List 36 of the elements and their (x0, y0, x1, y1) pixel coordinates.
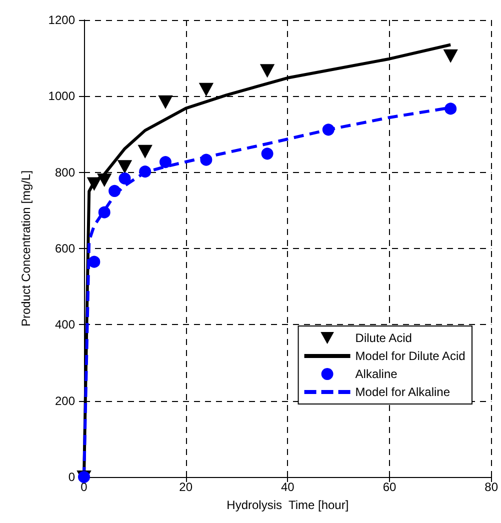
point (444, 102, 457, 115)
x-tick-label: 0 (80, 480, 88, 494)
legend-label: Model for Dilute Acid (355, 349, 466, 363)
point (261, 148, 274, 160)
y-tick-label: 0 (68, 470, 76, 484)
y-tick-label: 1200 (48, 13, 76, 27)
point (444, 49, 458, 62)
point (108, 184, 121, 197)
legend-label: Alkaline (355, 367, 398, 381)
legend-label: Model for Alkaline (355, 385, 450, 399)
point (322, 124, 334, 136)
y-tick-label: 800 (54, 165, 76, 180)
point (88, 256, 100, 268)
point (97, 173, 112, 186)
point (200, 154, 212, 166)
y-axis-title: Product Concentration [mg/L] (19, 170, 33, 327)
x-tick-label: 40 (280, 480, 295, 494)
point (87, 177, 102, 190)
point (139, 166, 152, 178)
point (118, 172, 131, 184)
point (98, 206, 110, 218)
point (199, 82, 214, 96)
y-tick-label: 200 (54, 394, 76, 408)
x-axis-title: Hydrolysis Time [hour] (226, 498, 349, 512)
y-tick-label: 600 (54, 242, 76, 256)
x-tick-label: 20 (179, 480, 193, 494)
point (158, 95, 172, 108)
point (260, 64, 274, 78)
point (138, 144, 152, 158)
x-tick-label: 60 (382, 480, 396, 494)
y-tick-label: 400 (54, 318, 76, 332)
y-tick-label: 1000 (48, 89, 76, 104)
point (118, 160, 132, 174)
x-tick-label: 80 (484, 480, 498, 494)
point (159, 156, 172, 168)
legend-label: Dilute Acid (355, 331, 412, 345)
